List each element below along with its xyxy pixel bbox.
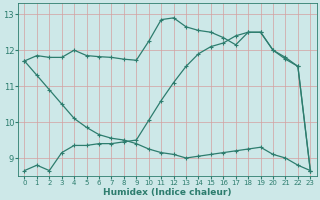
X-axis label: Humidex (Indice chaleur): Humidex (Indice chaleur) (103, 188, 232, 197)
